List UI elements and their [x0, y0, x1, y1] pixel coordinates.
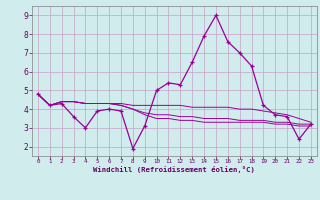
X-axis label: Windchill (Refroidissement éolien,°C): Windchill (Refroidissement éolien,°C): [93, 166, 255, 173]
